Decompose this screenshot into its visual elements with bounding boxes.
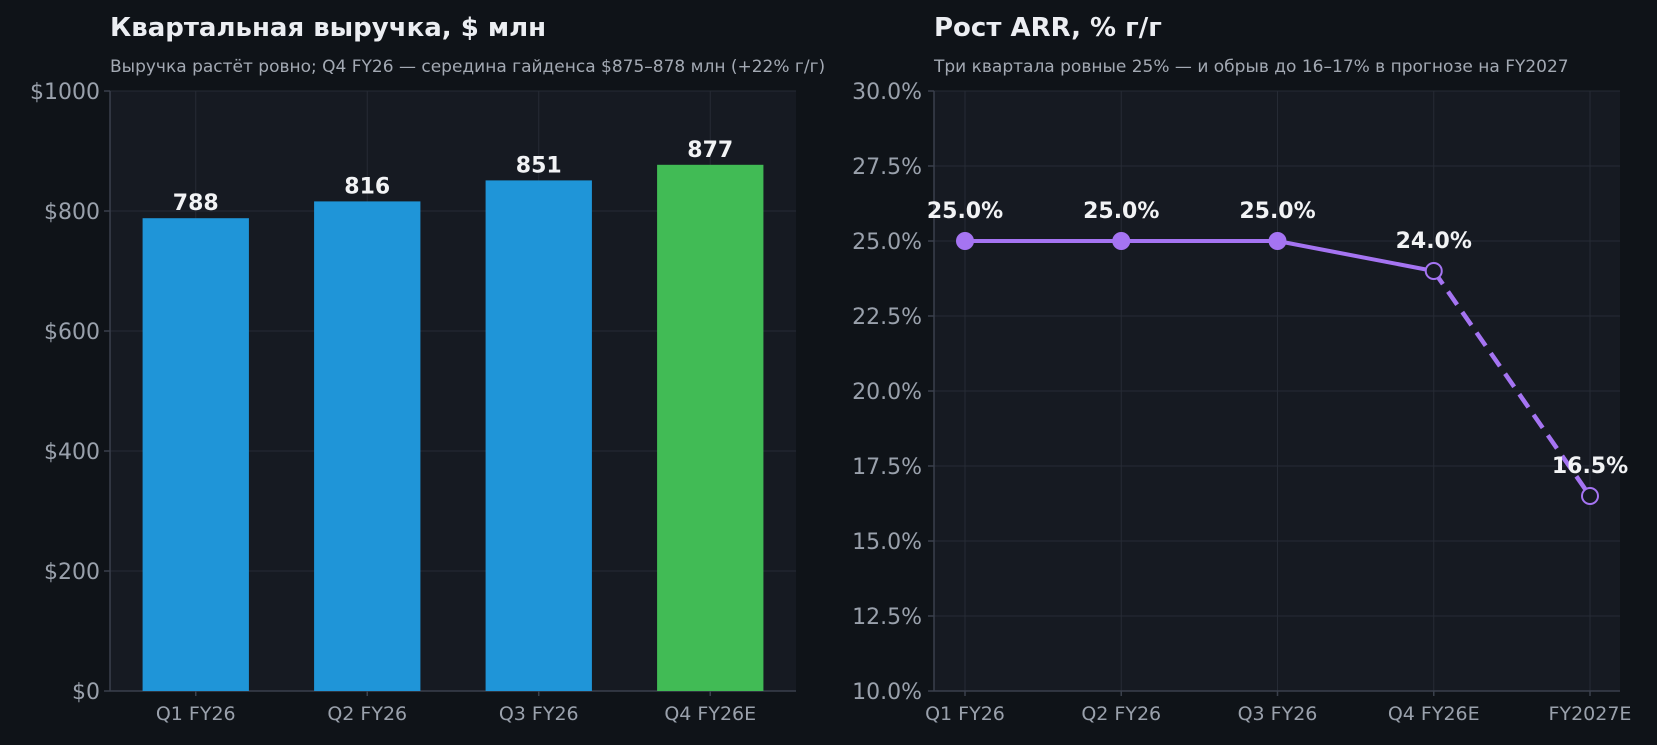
revenue-bar (314, 201, 421, 691)
revenue-y-tick-label: $1000 (30, 80, 100, 105)
arr-y-tick-label: 12.5% (852, 605, 922, 630)
arr-x-tick-label: Q4 FY26E (1388, 703, 1480, 725)
arr-x-tick-label: Q1 FY26 (925, 703, 1005, 725)
revenue-chart-panel: Квартальная выручка, $ млн Выручка растё… (30, 13, 825, 725)
arr-forecast-point (1424, 262, 1443, 280)
revenue-chart-title: Квартальная выручка, $ млн (110, 13, 546, 43)
arr-actual-point (1112, 232, 1131, 250)
arr-data-label: 25.0% (1083, 199, 1159, 224)
revenue-chart-subtitle: Выручка растёт ровно; Q4 FY26 — середина… (110, 57, 825, 77)
revenue-y-tick-label: $600 (44, 320, 100, 345)
arr-growth-chart-subtitle: Три квартала ровные 25% — и обрыв до 16–… (933, 57, 1569, 77)
arr-actual-point (1268, 232, 1287, 250)
arr-y-tick-label: 30.0% (852, 80, 922, 105)
arr-forecast-line (1431, 269, 1592, 498)
revenue-bar (142, 218, 249, 691)
arr-actual-point (956, 232, 974, 250)
arr-x-tick-label: FY2027E (1549, 703, 1632, 725)
revenue-y-tick-label: $400 (44, 440, 100, 465)
revenue-x-tick-label: Q4 FY26E (664, 703, 756, 725)
arr-y-tick-label: 27.5% (852, 155, 922, 180)
revenue-data-label: 851 (516, 153, 562, 178)
arr-y-tick-label: 25.0% (852, 230, 922, 255)
revenue-y-tick-label: $200 (44, 560, 100, 585)
revenue-data-label: 816 (344, 174, 390, 199)
revenue-data-label: 877 (687, 138, 733, 163)
revenue-y-tick-label: $800 (44, 200, 100, 225)
arr-data-label: 24.0% (1396, 229, 1472, 254)
arr-data-label: 25.0% (1239, 199, 1315, 224)
arr-y-tick-label: 10.0% (852, 680, 922, 705)
arr-growth-chart-panel: Рост ARR, % г/г Три квартала ровные 25% … (852, 13, 1631, 725)
arr-growth-chart-title: Рост ARR, % г/г (934, 13, 1162, 43)
arr-forecast-point (1581, 487, 1599, 505)
revenue-x-tick-label: Q1 FY26 (156, 703, 236, 725)
arr-x-tick-label: Q3 FY26 (1238, 703, 1318, 725)
arr-y-tick-label: 15.0% (852, 530, 922, 555)
revenue-data-label: 788 (173, 191, 219, 216)
revenue-y-tick-label: $0 (72, 680, 100, 705)
arr-data-label: 16.5% (1552, 454, 1628, 479)
arr-x-tick-label: Q2 FY26 (1081, 703, 1161, 725)
revenue-bar (485, 180, 592, 691)
arr-y-tick-label: 22.5% (852, 305, 922, 330)
revenue-bar (657, 164, 764, 692)
arr-data-label: 25.0% (927, 199, 1003, 224)
arr-y-tick-label: 20.0% (852, 380, 922, 405)
revenue-x-tick-label: Q3 FY26 (499, 703, 579, 725)
arr-actual-line (965, 239, 1435, 273)
revenue-x-tick-label: Q2 FY26 (327, 703, 407, 725)
arr-y-tick-label: 17.5% (852, 455, 922, 480)
